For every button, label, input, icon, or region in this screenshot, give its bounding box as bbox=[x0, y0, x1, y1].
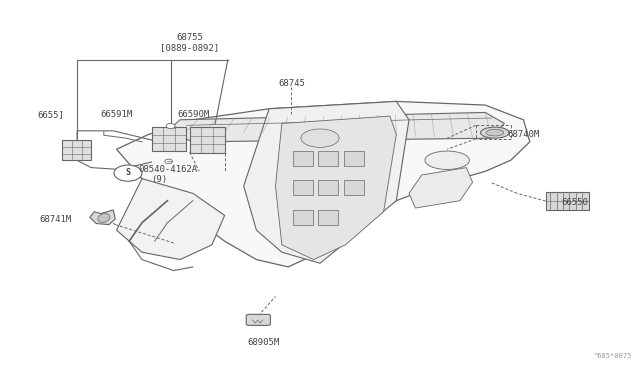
Bar bbox=[292, 151, 313, 166]
Bar bbox=[189, 127, 225, 153]
Ellipse shape bbox=[425, 151, 469, 170]
Circle shape bbox=[166, 124, 175, 129]
Bar bbox=[63, 140, 91, 160]
Text: 66591M: 66591M bbox=[100, 110, 133, 119]
Bar bbox=[318, 210, 339, 225]
Text: 08540-4162A: 08540-4162A bbox=[139, 165, 198, 174]
Bar bbox=[318, 151, 339, 166]
Text: [0889-0892]: [0889-0892] bbox=[160, 44, 220, 52]
Text: S: S bbox=[125, 167, 131, 177]
Text: 6655]: 6655] bbox=[37, 110, 64, 119]
Ellipse shape bbox=[98, 214, 110, 222]
Bar bbox=[292, 210, 313, 225]
Text: (9): (9) bbox=[152, 175, 168, 184]
Polygon shape bbox=[116, 102, 530, 267]
Bar bbox=[344, 151, 364, 166]
Polygon shape bbox=[168, 112, 504, 142]
Ellipse shape bbox=[301, 129, 339, 147]
Bar bbox=[292, 180, 313, 195]
Polygon shape bbox=[244, 102, 409, 263]
Circle shape bbox=[165, 159, 173, 164]
Polygon shape bbox=[90, 210, 115, 225]
Ellipse shape bbox=[486, 129, 504, 136]
Bar bbox=[318, 180, 339, 195]
Ellipse shape bbox=[481, 127, 509, 138]
Polygon shape bbox=[116, 179, 225, 260]
Text: 66590M: 66590M bbox=[177, 110, 209, 119]
FancyBboxPatch shape bbox=[246, 314, 271, 326]
Bar bbox=[546, 192, 589, 210]
Bar bbox=[344, 180, 364, 195]
Text: ^685*0075: ^685*0075 bbox=[593, 353, 632, 359]
Polygon shape bbox=[275, 116, 396, 260]
Bar bbox=[152, 127, 186, 151]
Text: 68745: 68745 bbox=[278, 78, 305, 87]
Text: 68755: 68755 bbox=[176, 32, 203, 42]
Text: 68905M: 68905M bbox=[247, 338, 279, 347]
Circle shape bbox=[114, 165, 142, 181]
Text: 68740M: 68740M bbox=[508, 130, 540, 139]
Text: 68741M: 68741M bbox=[39, 215, 71, 224]
Text: 66550: 66550 bbox=[562, 198, 589, 207]
Polygon shape bbox=[409, 168, 472, 208]
